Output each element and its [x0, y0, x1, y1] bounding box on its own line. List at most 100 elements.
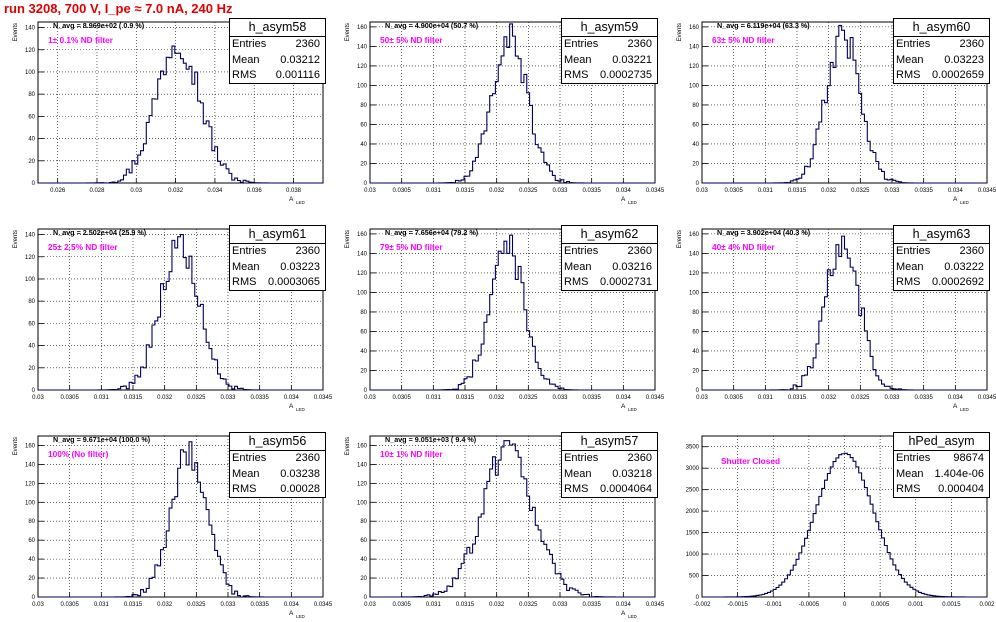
run-title: run 3208, 700 V, I_pe ≈ 7.0 nA, 240 Hz — [4, 1, 233, 16]
x-tick-label: 0.038 — [286, 188, 302, 194]
stats-row-mean: Mean 0.03212 — [230, 53, 325, 69]
histogram-line — [38, 234, 323, 391]
x-tick-label: 0.03 — [32, 602, 44, 608]
x-tick-label: 0.033 — [220, 602, 236, 608]
stats-mean-label: Mean — [564, 260, 592, 273]
x-tick-label: 0.026 — [50, 188, 66, 194]
plot-frame — [369, 435, 656, 598]
y-tick-label: 60 — [28, 321, 35, 327]
stats-row-entries: Entries 2360 — [894, 244, 989, 260]
histogram-pad-h_asym62: 0.03 0.0305 0.031 0.0315 0.032 0.0325 0.033 0.0… — [337, 225, 665, 415]
histogram-plot: 0.03 0.0305 0.031 0.0315 0.032 0.0325 0.033 0.0… — [345, 228, 665, 412]
stats-rms-label: RMS — [232, 69, 257, 81]
y-axis-title: Events — [345, 230, 351, 248]
x-tick-label: 0.0345 — [646, 188, 665, 194]
x-tick-label: 0.033 — [552, 188, 568, 194]
y-tick-label: 60 — [28, 114, 35, 120]
x-tick-label: 0.034 — [948, 188, 964, 194]
stats-mean-label: Mean — [896, 53, 924, 66]
stats-box: h_asym60 Entries 2360 Mean 0.03223 RMS 0.00026… — [893, 18, 990, 84]
stats-row-rms: RMS 0.0003065 — [230, 275, 325, 291]
y-tick-label: 500 — [689, 574, 700, 580]
x-tick-label: 0.031 — [758, 395, 774, 401]
histogram-pad-hPed_asym: -0.002 -0.0015 -0.001 -0.0005 0 0.0005 0.001 0.… — [669, 432, 995, 622]
y-tick-label: 80 — [28, 92, 35, 98]
x-tick-label: -0.0015 — [727, 602, 748, 608]
x-axis-title-sub: LED — [960, 200, 970, 205]
x-tick-label: 0.0305 — [392, 602, 411, 608]
y-tick-label: 120 — [357, 481, 368, 487]
plot-frame — [37, 21, 324, 184]
y-tick-label: 60 — [692, 122, 699, 128]
y-tick-label: 20 — [28, 159, 35, 165]
y-tick-label: 80 — [360, 310, 367, 316]
navg-text: N_avg = 9.671e+04 (100.0 %) — [53, 435, 151, 444]
stats-row-mean: Mean 0.03221 — [562, 53, 657, 69]
filter-label: 40± 4% ND filter — [712, 242, 775, 252]
x-tick-label: 0.0345 — [646, 395, 665, 401]
filter-label: 50± 5% ND filter — [380, 35, 443, 45]
x-axis-title: A — [621, 196, 626, 203]
x-tick-label: 0.0345 — [314, 602, 333, 608]
stats-rms-value: 0.0002735 — [600, 69, 652, 81]
x-tick-label: 0.028 — [89, 188, 105, 194]
stats-row-entries: Entries 98674 — [894, 451, 989, 467]
stats-entries-label: Entries — [564, 245, 599, 257]
x-tick-label: 0.033 — [884, 395, 900, 401]
y-tick-label: 140 — [25, 26, 36, 32]
x-axis-title: A — [289, 403, 294, 410]
stats-hist-name: h_asym62 — [562, 226, 657, 244]
y-axis-title: Events — [345, 437, 351, 455]
x-tick-label: 0.0315 — [456, 395, 475, 401]
y-tick-label: 1000 — [686, 552, 700, 558]
x-tick-label: 0.0305 — [60, 395, 79, 401]
filter-label: Shutter Closed — [721, 456, 780, 466]
y-tick-label: 40 — [692, 142, 699, 148]
y-axis-title: Events — [13, 437, 19, 455]
navg-text: N_avg = 3.902e+04 (40.3 %) — [717, 228, 811, 237]
histogram-line — [38, 441, 323, 598]
x-tick-label: 0.03 — [32, 395, 44, 401]
stats-row-entries: Entries 2360 — [562, 37, 657, 53]
y-tick-label: 3500 — [686, 445, 700, 451]
y-tick-label: 140 — [689, 251, 700, 257]
x-tick-label: 0.03 — [696, 395, 708, 401]
x-tick-label: 0 — [843, 602, 847, 608]
plot-frame — [369, 21, 656, 184]
stats-hist-name: h_asym61 — [230, 226, 325, 244]
stats-entries-value: 2360 — [627, 452, 652, 464]
histogram-pad-h_asym63: 0.03 0.0305 0.031 0.0315 0.032 0.0325 0.033 0.0… — [669, 225, 996, 415]
y-tick-label: 60 — [360, 122, 367, 128]
filter-label: 79± 5% ND filter — [380, 242, 443, 252]
x-tick-label: 0.034 — [284, 395, 300, 401]
stats-entries-label: Entries — [232, 38, 267, 50]
x-tick-label: -0.0005 — [799, 602, 820, 608]
stats-row-mean: Mean 0.03222 — [894, 260, 989, 276]
stats-row-rms: RMS 0.00028 — [230, 482, 325, 498]
histogram-line — [702, 235, 987, 391]
stats-entries-value: 2360 — [295, 452, 320, 464]
y-tick-label: 2000 — [686, 509, 700, 515]
navg-text: N_avg = 8.969e+02 ( 0.9 %) — [53, 21, 145, 30]
y-axis-title: Events — [13, 23, 19, 41]
x-tick-label: 0.0315 — [124, 602, 143, 608]
x-axis-title: A — [289, 196, 294, 203]
stats-row-rms: RMS 0.000404 — [894, 482, 989, 498]
x-tick-label: 0.034 — [616, 188, 632, 194]
x-tick-label: 0.0325 — [519, 395, 538, 401]
histogram-line — [370, 440, 655, 598]
x-axis-title-sub: LED — [296, 614, 306, 619]
stats-mean-label: Mean — [896, 260, 924, 273]
y-tick-label: 40 — [28, 344, 35, 350]
x-axis-title: A — [953, 196, 958, 203]
stats-rms-value: 0.0004064 — [600, 483, 652, 495]
y-tick-label: 0 — [32, 181, 36, 187]
stats-row-mean: Mean 0.03218 — [562, 467, 657, 483]
x-tick-label: 0.03 — [364, 188, 376, 194]
stats-mean-value: 0.03238 — [280, 467, 320, 480]
y-tick-label: 140 — [25, 233, 36, 239]
x-tick-label: 0.0315 — [456, 602, 475, 608]
stats-box: h_asym59 Entries 2360 Mean 0.03221 RMS 0.00027… — [561, 18, 658, 84]
y-tick-label: 0 — [364, 595, 368, 601]
stats-mean-value: 1.404e-06 — [934, 467, 984, 480]
